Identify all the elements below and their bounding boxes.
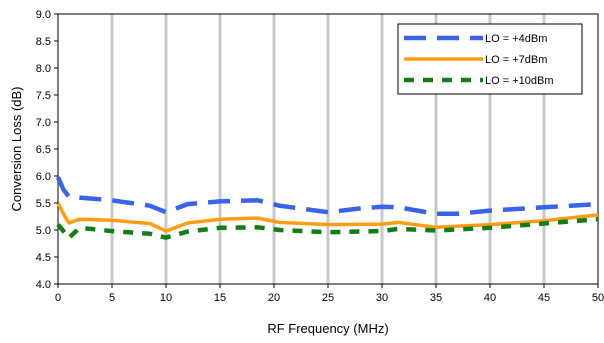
y-tick-label: 9.0 (36, 9, 51, 21)
x-tick-label: 25 (322, 292, 334, 304)
y-tick-label: 5.5 (36, 198, 51, 210)
x-tick-label: 45 (538, 292, 550, 304)
axis-ticks: 0 5 10 15 20 25 30 35 40 45 50 4.0 4.5 5.0 5.5 6.0 6.5 7.… (36, 9, 604, 304)
x-tick-label: 5 (109, 292, 115, 304)
legend: LO = +4dBm LO = +7dBm LO = +10dBm (397, 23, 583, 95)
x-tick-label: 0 (55, 292, 61, 304)
x-tick-label: 20 (268, 292, 280, 304)
y-tick-label: 7.5 (36, 90, 51, 102)
y-tick-label: 4.5 (36, 252, 51, 264)
x-tick-label: 15 (214, 292, 226, 304)
legend-label-3: LO = +10dBm (485, 75, 554, 87)
y-tick-label: 4.0 (36, 279, 51, 291)
y-tick-label: 6.5 (36, 144, 51, 156)
y-axis-title: Conversion Loss (dB) (9, 87, 24, 212)
series-line-1 (55, 176, 599, 217)
x-tick-label: 30 (376, 292, 388, 304)
y-tick-label: 8.0 (36, 63, 51, 75)
x-tick-label: 50 (592, 292, 604, 304)
legend-label-2: LO = +7dBm (485, 54, 547, 66)
y-tick-label: 5.0 (36, 225, 51, 237)
x-tick-label: 10 (160, 292, 172, 304)
series-line-3 (56, 216, 599, 241)
series-line-2 (56, 202, 599, 233)
y-tick-label: 6.0 (36, 171, 51, 183)
legend-label-1: LO = +4dBm (485, 33, 547, 45)
y-tick-label: 8.5 (36, 36, 51, 48)
series-lines (55, 176, 599, 241)
x-tick-label: 40 (484, 292, 496, 304)
y-tick-label: 7.0 (36, 117, 51, 129)
x-axis-title: RF Frequency (MHz) (267, 321, 388, 336)
x-tick-label: 35 (430, 292, 442, 304)
